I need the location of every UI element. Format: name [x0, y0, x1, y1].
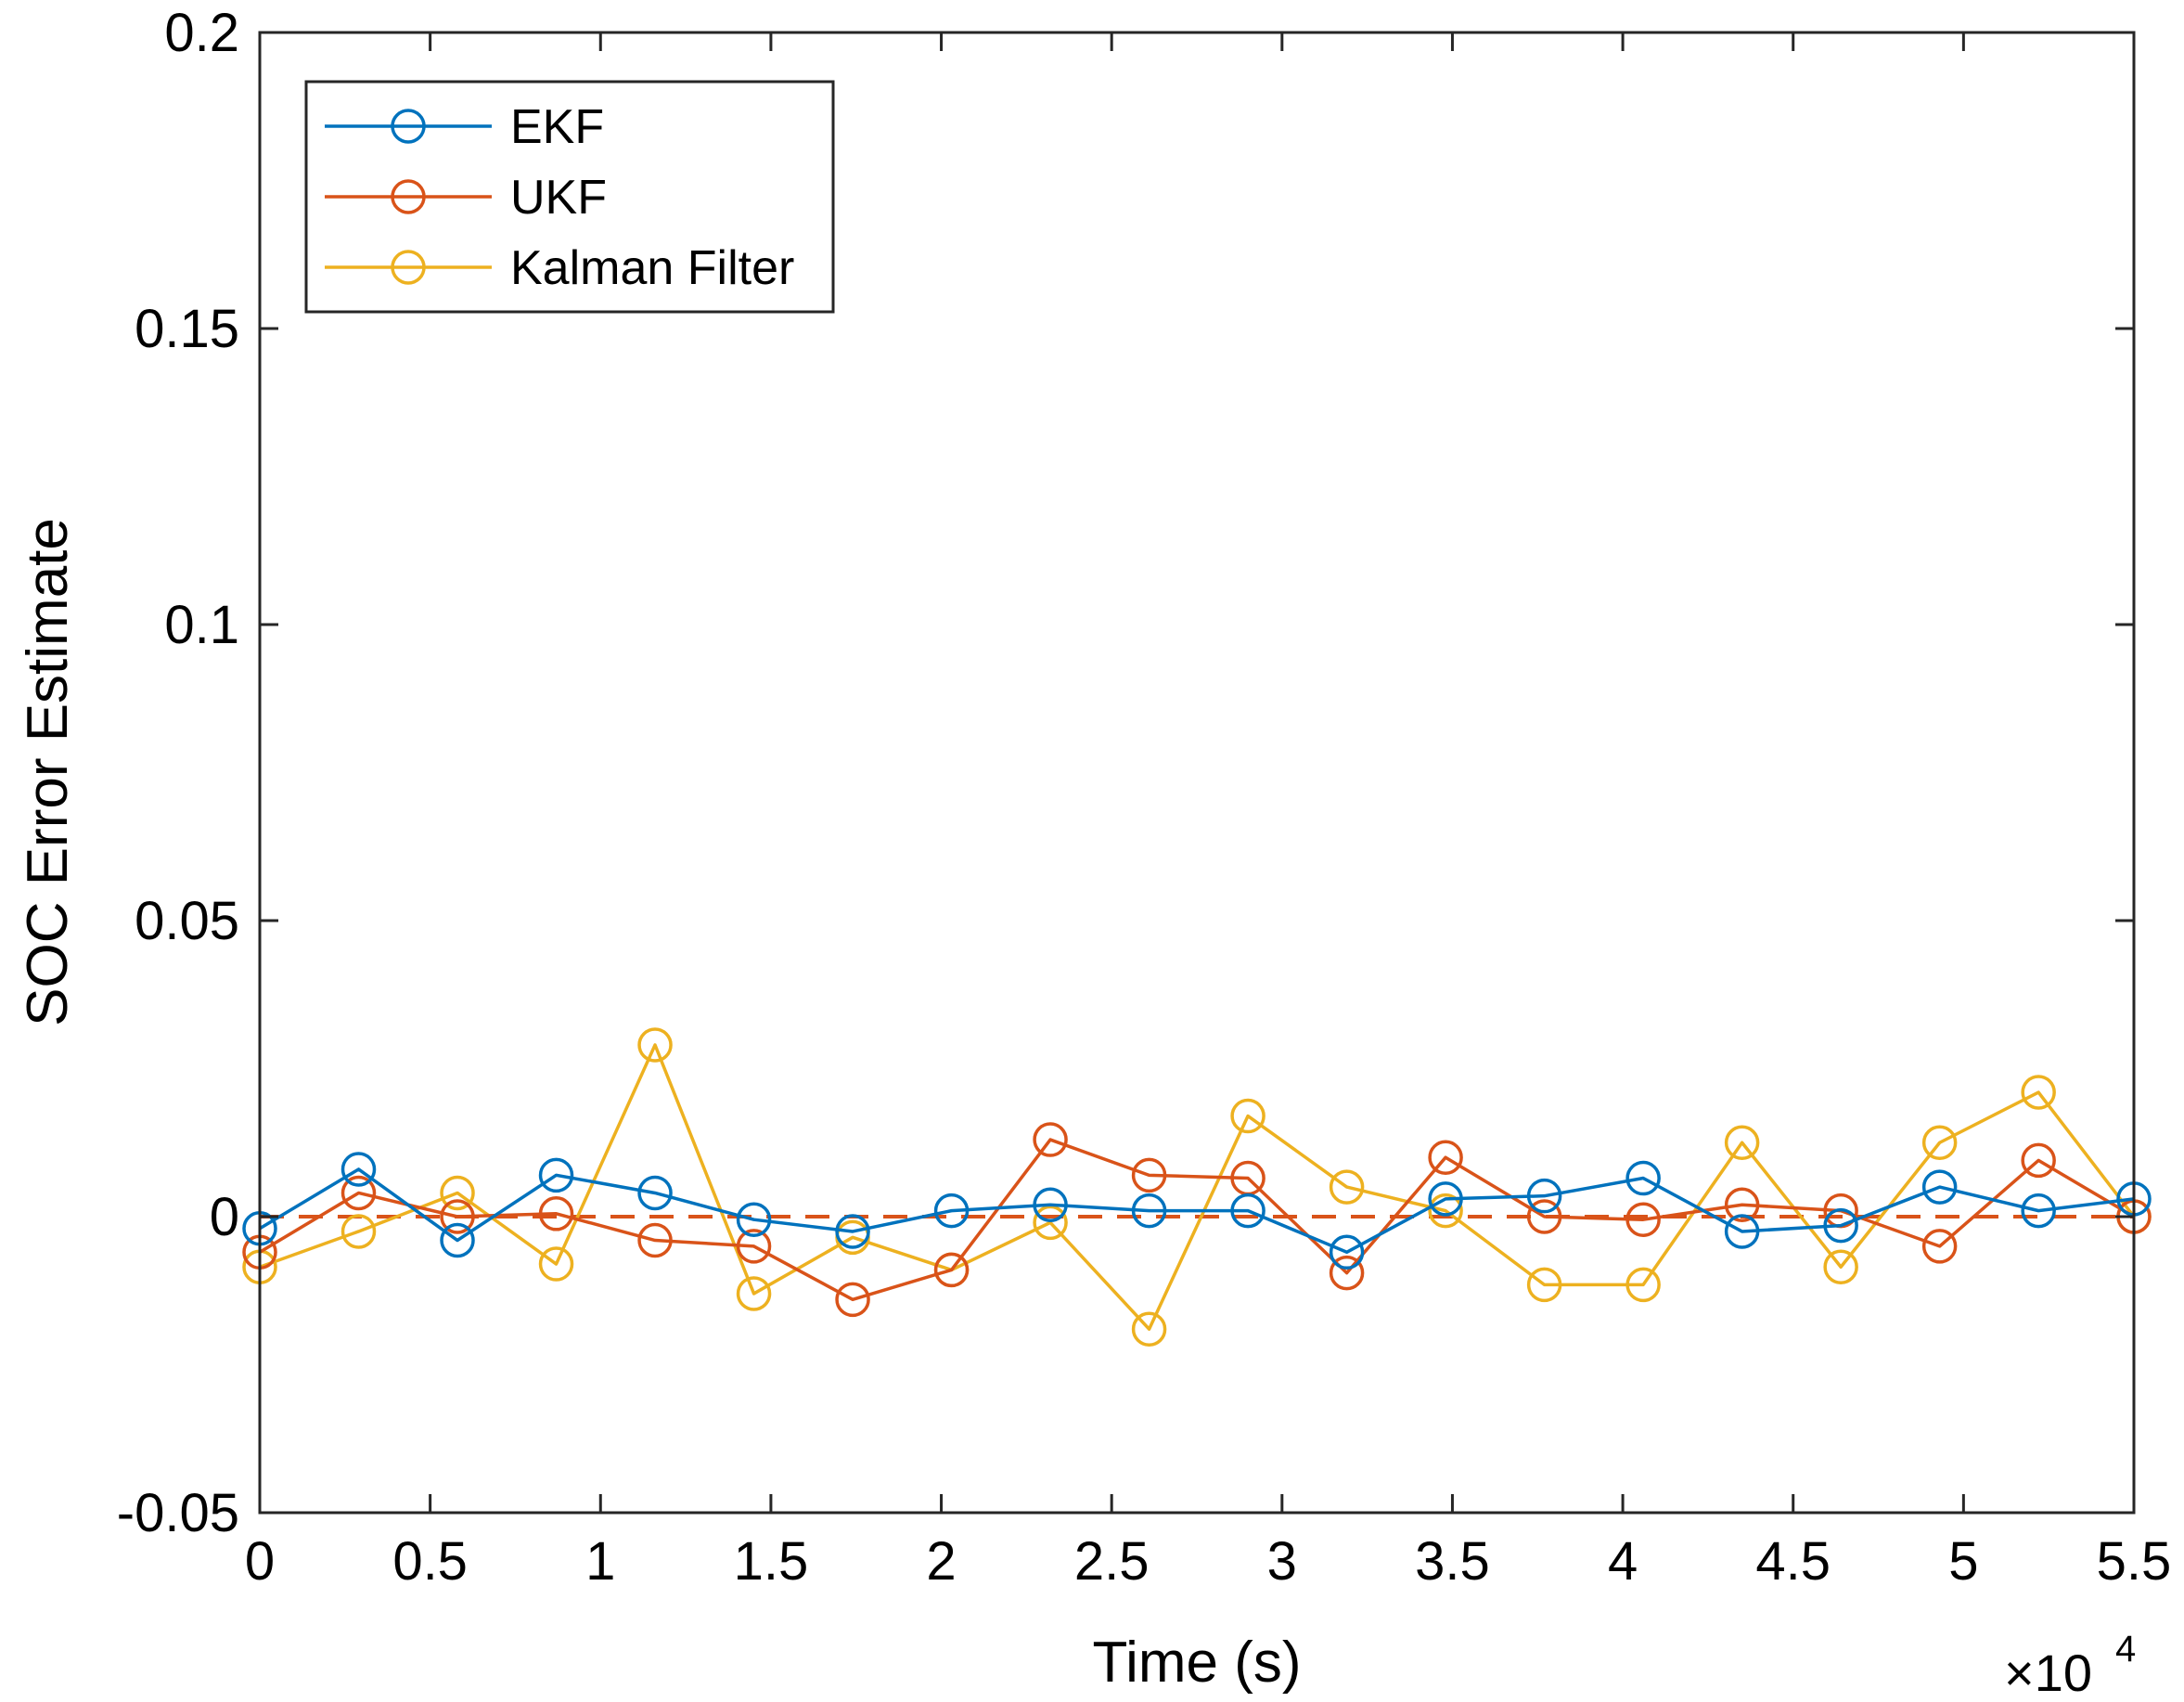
data-point [340, 1175, 377, 1211]
data-point [440, 1175, 475, 1211]
data-point [637, 1027, 673, 1063]
data-point [835, 1214, 870, 1249]
y-tick-label: 0.15 [135, 299, 239, 359]
legend-items: EKF UKF Kalman Filter [325, 100, 794, 295]
x-tick-label: 0.5 [392, 1531, 468, 1592]
data-point [637, 1222, 673, 1258]
data-point [933, 1252, 970, 1288]
series-ukf [242, 1122, 2152, 1318]
plot-frame [258, 31, 2136, 1515]
x-tick-label: 3.5 [1415, 1531, 1490, 1592]
data-point [637, 1175, 673, 1211]
series-ekf [242, 1152, 2152, 1270]
x-exponent-power: 4 [2115, 1629, 2136, 1670]
data-point [933, 1193, 970, 1229]
data-point [1033, 1187, 1068, 1222]
y-tick-label: 0.1 [164, 595, 239, 655]
y-tick-label: -0.05 [117, 1483, 239, 1543]
x-tick-label: 5.5 [2097, 1531, 2172, 1592]
legend-item: Kalman Filter [325, 241, 794, 295]
data-point [736, 1276, 772, 1311]
data-point [440, 1222, 475, 1258]
data-point [1526, 1178, 1562, 1214]
data-point [1823, 1249, 1858, 1284]
data-point [440, 1199, 475, 1234]
data-point [1823, 1207, 1858, 1244]
x-tick-label: 3 [1267, 1531, 1297, 1592]
x-tick-label: 4 [1608, 1531, 1638, 1592]
x-tick-label: 1 [585, 1531, 615, 1592]
data-point [1131, 1193, 1167, 1229]
legend-label: Kalman Filter [510, 241, 794, 295]
data-point [1921, 1229, 1958, 1264]
legend-item: UKF [325, 171, 607, 225]
y-axis-label: SOC Error Estimate [16, 518, 80, 1026]
data-point [2021, 1193, 2056, 1229]
series-line [259, 1043, 2136, 1331]
legend-label: UKF [510, 171, 607, 225]
data-point [538, 1196, 574, 1231]
y-tick-label: 0 [210, 1187, 239, 1247]
data-point [1526, 1199, 1562, 1234]
legend-item: EKF [325, 100, 604, 154]
x-axis-ticks: 0 0.5 1 1.5 2 2.5 3 3.5 4 4.5 5 5.5 [245, 32, 2171, 1592]
x-tick-label: 4.5 [1755, 1531, 1831, 1592]
legend-swatch-marker [391, 250, 426, 285]
data-point [1131, 1157, 1167, 1193]
x-tick-label: 0 [245, 1531, 275, 1592]
data-point [1921, 1125, 1958, 1160]
data-point [1724, 1125, 1760, 1160]
data-point [1625, 1160, 1661, 1196]
data-point [1625, 1267, 1661, 1303]
data-point [538, 1246, 574, 1282]
data-point [2021, 1075, 2056, 1110]
legend-swatch-marker [391, 179, 426, 214]
legend: EKF UKF Kalman Filter [304, 80, 835, 314]
data-point [1329, 1255, 1365, 1291]
data-point [1230, 1193, 1265, 1229]
data-point [835, 1282, 870, 1318]
data-point [1329, 1234, 1365, 1270]
legend-swatch-marker [391, 109, 426, 144]
data-point [538, 1157, 574, 1193]
x-exponent-base: ×10 [2004, 1644, 2092, 1702]
data-point [1526, 1267, 1562, 1303]
data-point [1033, 1205, 1068, 1241]
data-point [1724, 1187, 1760, 1222]
y-tick-label: 0.2 [164, 3, 239, 63]
data-point [340, 1214, 377, 1249]
data-point [736, 1229, 772, 1264]
x-exponent-label: ×10 4 [2004, 1629, 2136, 1702]
data-point [1724, 1214, 1760, 1249]
x-axis-label: Time (s) [1093, 1631, 1302, 1695]
data-point [2021, 1142, 2056, 1179]
series-kalman-filter [242, 1027, 2152, 1347]
data-point [1921, 1169, 1958, 1205]
x-tick-label: 2 [926, 1531, 956, 1592]
x-tick-label: 1.5 [734, 1531, 809, 1592]
data-point [1625, 1202, 1661, 1237]
data-point [1329, 1169, 1365, 1205]
data-point [736, 1202, 772, 1237]
legend-label: EKF [510, 100, 604, 154]
series-layer [242, 1027, 2152, 1347]
x-tick-label: 2.5 [1074, 1531, 1150, 1592]
data-point [1230, 1098, 1265, 1134]
data-point [1131, 1311, 1167, 1347]
data-point [1428, 1193, 1463, 1229]
data-point [1428, 1140, 1463, 1175]
data-point [340, 1152, 377, 1187]
data-point [1428, 1181, 1463, 1217]
y-tick-label: 0.05 [135, 891, 239, 951]
y-axis-ticks: -0.05 0 0.05 0.1 0.15 0.2 [117, 3, 2134, 1543]
data-point [1033, 1122, 1068, 1157]
x-tick-label: 5 [1948, 1531, 1978, 1592]
